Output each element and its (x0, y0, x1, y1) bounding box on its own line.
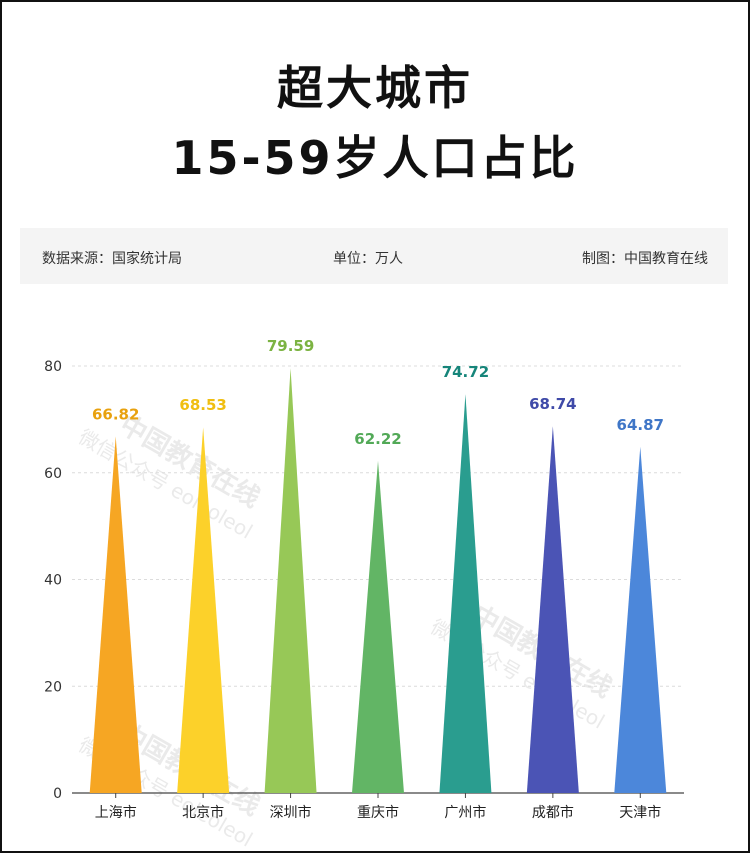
data-label: 68.53 (179, 396, 226, 414)
data-source-label: 数据来源：国家统计局 (42, 251, 182, 267)
bar (439, 394, 492, 793)
y-tick-label: 60 (44, 466, 62, 482)
info-bar: 数据来源：国家统计局 单位：万人 制图：中国教育在线 (20, 228, 728, 284)
unit-label: 单位：万人 (333, 251, 403, 267)
bar (614, 446, 667, 793)
data-label: 74.72 (442, 363, 489, 381)
bar (352, 460, 404, 793)
chart-maker-label: 制图：中国教育在线 (582, 251, 708, 267)
x-tick-label: 天津市 (619, 804, 661, 821)
y-tick-label: 80 (44, 359, 62, 375)
bars: 66.82 上海市 68.53 北京市 79.59 深圳市 62.22 重庆市 74.72 广州市… (89, 337, 667, 821)
data-label: 66.82 (92, 405, 139, 423)
x-tick-label: 重庆市 (357, 804, 399, 821)
y-tick-label: 0 (53, 786, 62, 802)
bar (89, 436, 142, 793)
bar (177, 427, 230, 793)
page-subtitle: 15-59岁人口占比 (171, 131, 579, 185)
y-tick-label: 20 (44, 679, 62, 695)
x-tick-label: 广州市 (444, 804, 486, 821)
data-label: 64.87 (617, 416, 664, 434)
x-tick-label: 成都市 (532, 804, 574, 821)
x-tick-label: 北京市 (182, 804, 224, 821)
bar (526, 426, 579, 793)
y-tick-label: 40 (44, 573, 62, 589)
data-label: 79.59 (267, 337, 314, 355)
data-label: 62.22 (354, 430, 401, 448)
x-tick-label: 深圳市 (270, 804, 312, 821)
data-label: 68.74 (529, 395, 576, 413)
page-title: 超大城市 (277, 61, 473, 115)
x-tick-label: 上海市 (95, 804, 137, 821)
bar (264, 368, 317, 793)
